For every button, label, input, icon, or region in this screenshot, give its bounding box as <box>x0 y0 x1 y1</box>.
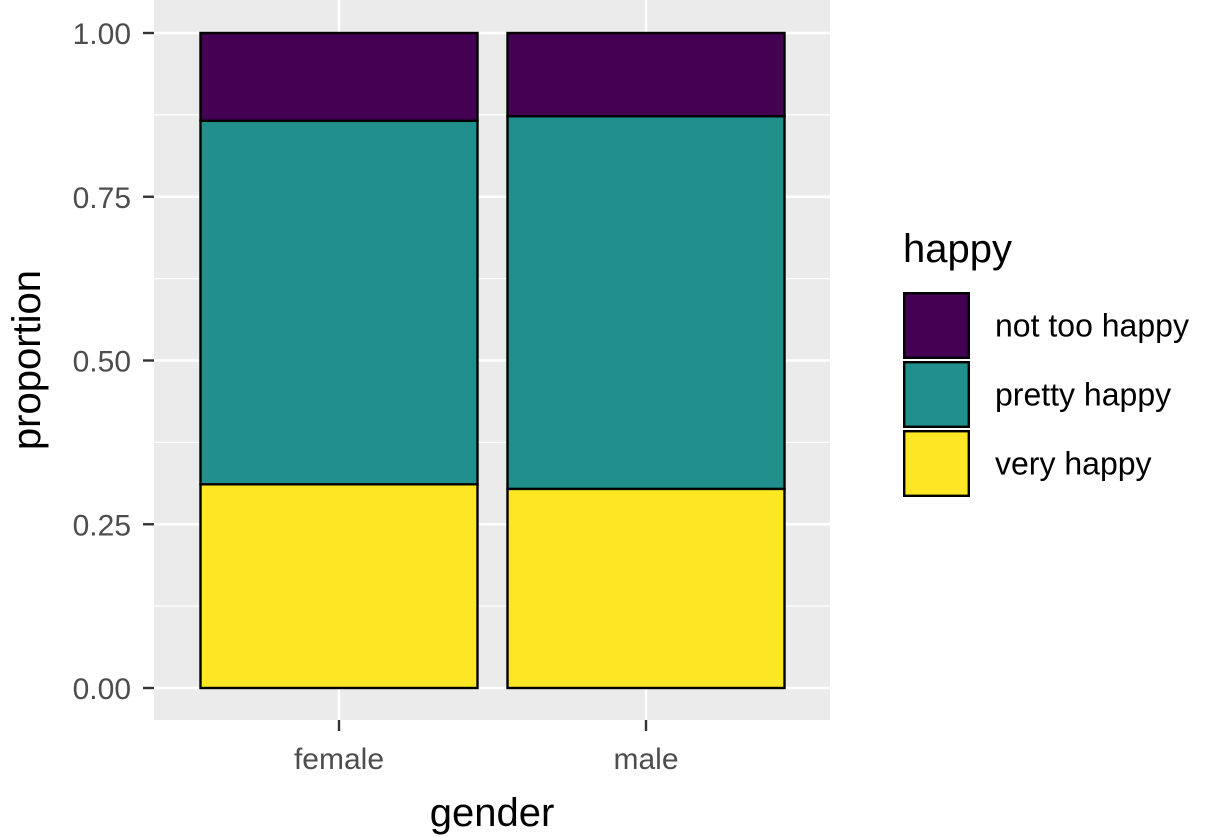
x-tick-label: male <box>613 743 678 776</box>
legend-label: not too happy <box>995 308 1189 344</box>
bar-segment <box>199 483 479 690</box>
y-tick-label: 0.00 <box>73 673 131 706</box>
legend: happy not too happy pretty happy very happ… <box>903 227 1189 498</box>
bar-segment <box>199 31 479 122</box>
legend-title: happy <box>903 227 1012 271</box>
legend-key <box>903 292 971 360</box>
y-tick-label: 0.50 <box>73 346 131 379</box>
legend-key <box>903 361 971 429</box>
y-axis-title: proportion <box>5 270 49 450</box>
bar-segment <box>199 119 479 486</box>
y-tick-label: 0.25 <box>73 509 131 542</box>
legend-label: pretty happy <box>995 377 1171 413</box>
y-tick-label: 1.00 <box>73 18 131 51</box>
bar-segment <box>506 487 786 690</box>
y-tick-label: 0.75 <box>73 182 131 215</box>
legend-key <box>903 430 971 498</box>
x-axis: female male <box>294 720 679 776</box>
bar-segment <box>506 114 786 491</box>
legend-label: very happy <box>995 446 1152 482</box>
y-axis: 0.00 0.25 0.50 0.75 1.00 <box>73 18 154 706</box>
x-tick-label: female <box>294 743 384 776</box>
bar-segment <box>506 31 786 118</box>
x-axis-title: gender <box>430 791 555 835</box>
bars <box>199 31 786 690</box>
